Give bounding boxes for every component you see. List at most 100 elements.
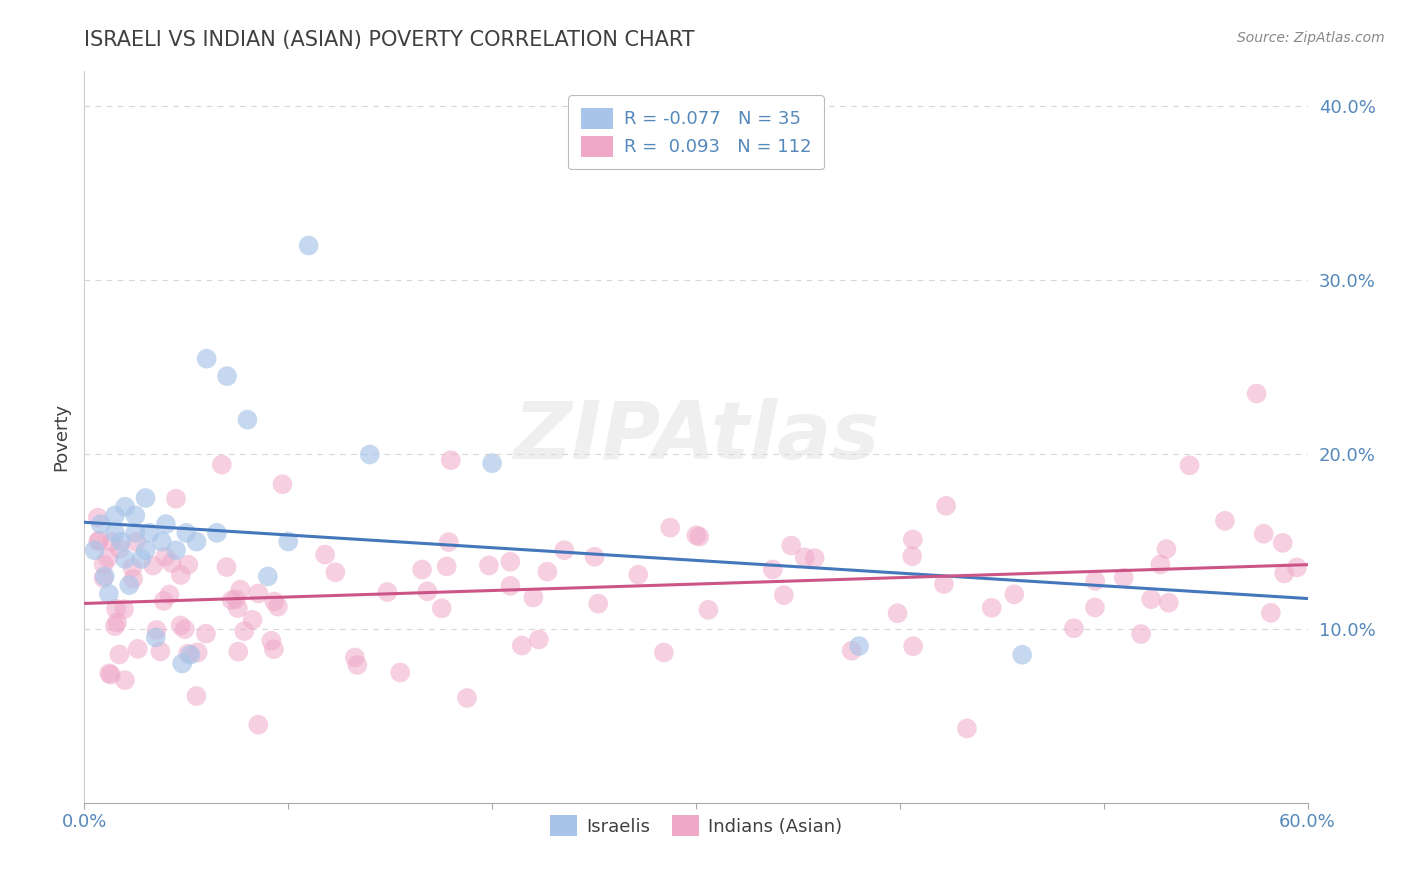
Legend: Israelis, Indians (Asian): Israelis, Indians (Asian) <box>541 806 851 845</box>
Point <box>932 577 955 591</box>
Point <box>1253 526 1275 541</box>
Point <box>97 587 120 601</box>
Point <box>242 613 264 627</box>
Point <box>527 632 550 647</box>
Point <box>145 631 167 645</box>
Point <box>1157 596 1180 610</box>
Point <box>108 648 131 662</box>
Point <box>359 448 381 462</box>
Point <box>215 560 238 574</box>
Point <box>1260 606 1282 620</box>
Point <box>886 607 908 621</box>
Point <box>177 558 200 572</box>
Point <box>226 645 249 659</box>
Point <box>1112 571 1135 585</box>
Point <box>697 603 720 617</box>
Point <box>377 585 399 599</box>
Point <box>841 644 863 658</box>
Point <box>142 558 165 573</box>
Point <box>688 530 710 544</box>
Point <box>169 618 191 632</box>
Point <box>436 559 458 574</box>
Point <box>124 525 146 540</box>
Point <box>98 666 121 681</box>
Point <box>1063 621 1085 635</box>
Point <box>104 525 127 540</box>
Point <box>127 641 149 656</box>
Point <box>583 549 606 564</box>
Point <box>1130 627 1153 641</box>
Point <box>389 665 412 680</box>
Point <box>848 639 870 653</box>
Point <box>83 543 105 558</box>
Point <box>165 543 187 558</box>
Point <box>1002 587 1025 601</box>
Point <box>114 552 136 566</box>
Point <box>122 572 145 586</box>
Point <box>586 597 609 611</box>
Point <box>145 623 167 637</box>
Point <box>1011 648 1033 662</box>
Y-axis label: Poverty: Poverty <box>52 403 70 471</box>
Point <box>131 552 153 566</box>
Point <box>980 600 1002 615</box>
Point <box>226 601 249 615</box>
Point <box>411 562 433 576</box>
Point <box>170 568 193 582</box>
Point <box>685 528 707 542</box>
Point <box>257 569 280 583</box>
Point <box>343 650 366 665</box>
Point <box>153 549 176 564</box>
Point <box>114 673 136 688</box>
Point <box>105 615 128 630</box>
Point <box>160 556 183 570</box>
Point <box>271 477 294 491</box>
Point <box>1272 566 1295 581</box>
Point <box>114 500 136 514</box>
Point <box>1140 592 1163 607</box>
Point <box>901 549 924 564</box>
Point <box>260 633 283 648</box>
Point <box>314 548 336 562</box>
Point <box>1084 574 1107 588</box>
Point <box>149 644 172 658</box>
Point <box>1246 386 1268 401</box>
Point <box>104 508 127 523</box>
Point <box>247 717 270 731</box>
Point <box>110 534 132 549</box>
Text: Source: ZipAtlas.com: Source: ZipAtlas.com <box>1237 31 1385 45</box>
Point <box>177 647 200 661</box>
Point <box>221 593 243 607</box>
Point <box>93 558 115 572</box>
Point <box>157 587 180 601</box>
Point <box>211 458 233 472</box>
Point <box>93 571 115 585</box>
Point <box>536 565 558 579</box>
Point <box>499 579 522 593</box>
Point <box>135 543 157 558</box>
Point <box>901 639 924 653</box>
Point <box>553 543 575 558</box>
Point <box>87 533 110 548</box>
Point <box>205 525 228 540</box>
Point <box>179 648 201 662</box>
Point <box>1213 514 1236 528</box>
Point <box>104 619 127 633</box>
Point <box>247 586 270 600</box>
Point <box>225 592 247 607</box>
Point <box>478 558 501 573</box>
Point <box>195 626 218 640</box>
Point <box>87 510 110 524</box>
Point <box>793 550 815 565</box>
Point <box>416 584 439 599</box>
Point <box>195 351 218 366</box>
Point <box>522 591 544 605</box>
Point <box>121 560 143 574</box>
Point <box>100 534 122 549</box>
Point <box>165 491 187 506</box>
Point <box>277 534 299 549</box>
Point <box>186 689 208 703</box>
Text: ZIPAtlas: ZIPAtlas <box>513 398 879 476</box>
Point <box>118 578 141 592</box>
Point <box>173 622 195 636</box>
